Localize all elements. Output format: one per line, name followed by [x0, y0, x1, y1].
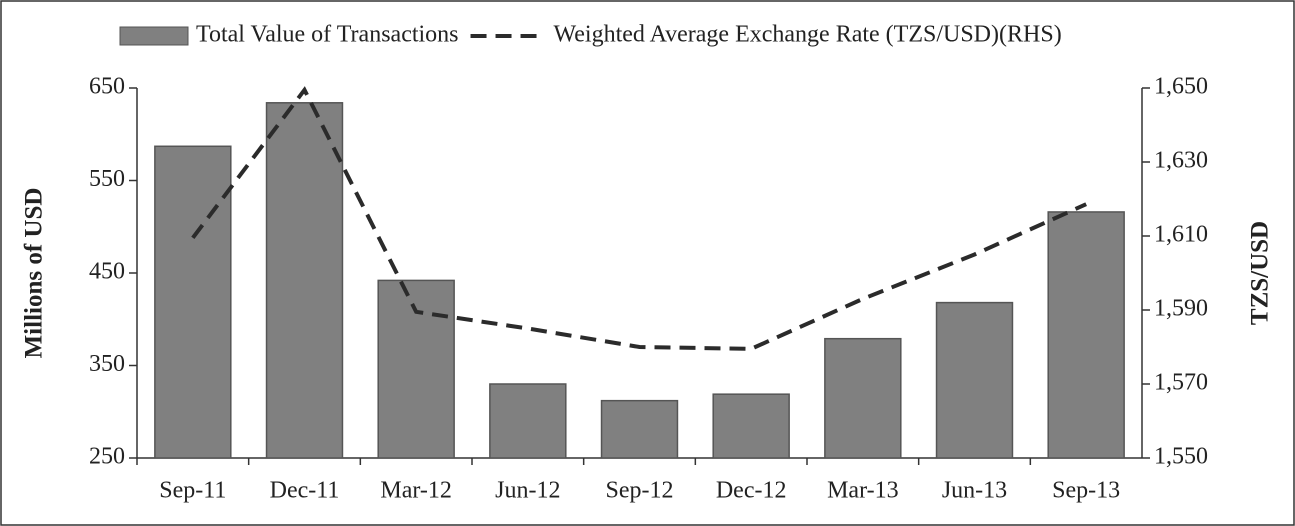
y-tick-label: 650	[89, 74, 125, 100]
y2-tick-label: 1,590	[1154, 296, 1208, 322]
x-tick-label: Sep-12	[606, 478, 674, 504]
y-tick-label: 250	[89, 444, 125, 470]
y-axis-title: Millions of USD	[21, 188, 48, 359]
legend-swatch	[119, 26, 189, 46]
bar	[600, 399, 679, 459]
x-tick-label: Jun-13	[942, 478, 1007, 504]
x-tick-label: Jun-12	[495, 478, 560, 504]
x-tick-label: Mar-13	[827, 478, 899, 504]
bar	[1047, 211, 1125, 459]
bar	[489, 383, 567, 459]
y2-tick-label: 1,630	[1154, 148, 1208, 174]
y2-tick-label: 1,610	[1154, 222, 1208, 248]
line	[191, 86, 1087, 351]
bar	[265, 102, 344, 459]
y-tick-label: 450	[89, 259, 125, 285]
bar	[154, 145, 232, 459]
y-tick-label: 350	[89, 351, 125, 377]
y2-tick-label: 1,650	[1154, 74, 1208, 100]
bar	[712, 393, 790, 459]
legend-label: Total Value of Transactions	[196, 22, 459, 48]
x-tick-label: Mar-12	[380, 478, 452, 504]
x-tick-label: Sep-13	[1052, 478, 1120, 504]
bar	[935, 301, 1014, 459]
x-tick-label: Sep-11	[159, 478, 226, 504]
legend-label: Weighted Average Exchange Rate (TZS/USD)…	[554, 22, 1062, 48]
bar	[377, 279, 455, 459]
bar	[824, 337, 902, 459]
x-tick-label: Dec-12	[716, 478, 787, 504]
y2-tick-label: 1,550	[1154, 444, 1208, 470]
x-tick-label: Dec-11	[270, 478, 340, 504]
y-tick-label: 550	[89, 166, 125, 192]
y2-tick-label: 1,570	[1154, 370, 1208, 396]
y2-axis-title: TZS/USD	[1247, 221, 1274, 325]
